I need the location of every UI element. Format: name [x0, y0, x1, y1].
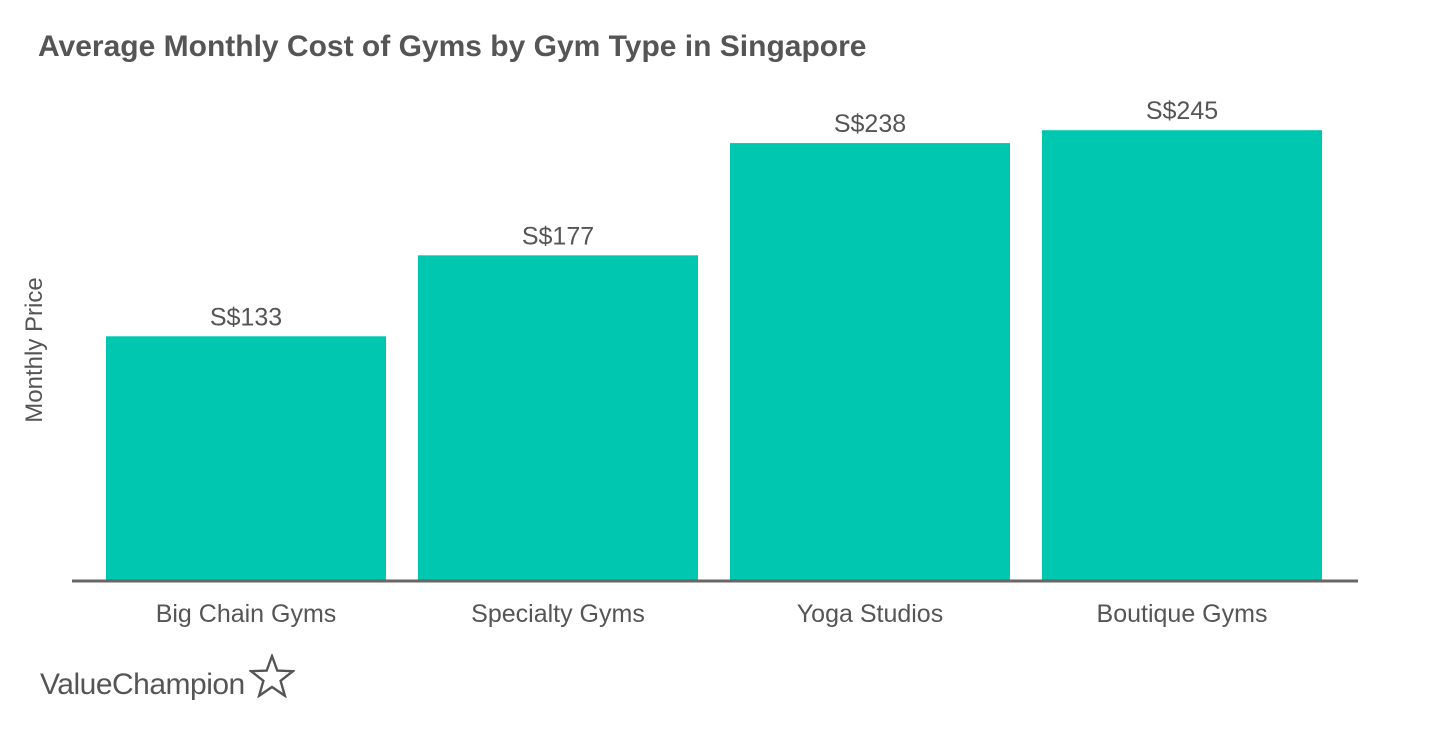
value-label: S$133 [210, 303, 282, 331]
brand-logo: ValueChampion [40, 652, 296, 703]
bar-boutique-gyms [1042, 130, 1322, 581]
value-label: S$245 [1146, 97, 1218, 125]
bar-yoga-studios [730, 143, 1010, 581]
value-label: S$238 [834, 110, 906, 138]
bars-group [106, 130, 1322, 581]
category-label: Yoga Studios [797, 600, 943, 628]
category-label: Boutique Gyms [1097, 600, 1268, 628]
y-axis-label: Monthly Price [21, 277, 48, 422]
brand-name: ValueChampion [40, 667, 245, 701]
bar-specialty-gyms [418, 255, 698, 581]
chart-title: Average Monthly Cost of Gyms by Gym Type… [38, 30, 867, 63]
bar-big-chain-gyms [106, 336, 386, 581]
star-outline-icon [247, 652, 296, 703]
category-label: Big Chain Gyms [156, 600, 337, 628]
value-label: S$177 [522, 222, 594, 250]
category-labels-group: Big Chain Gyms Specialty Gyms Yoga Studios… [156, 600, 1268, 628]
category-label: Specialty Gyms [471, 600, 645, 628]
bar-chart: Monthly Price S$133 S$177 S$238 S$245 Big C… [21, 97, 1358, 628]
value-labels-group: S$133 S$177 S$238 S$245 [210, 97, 1218, 331]
